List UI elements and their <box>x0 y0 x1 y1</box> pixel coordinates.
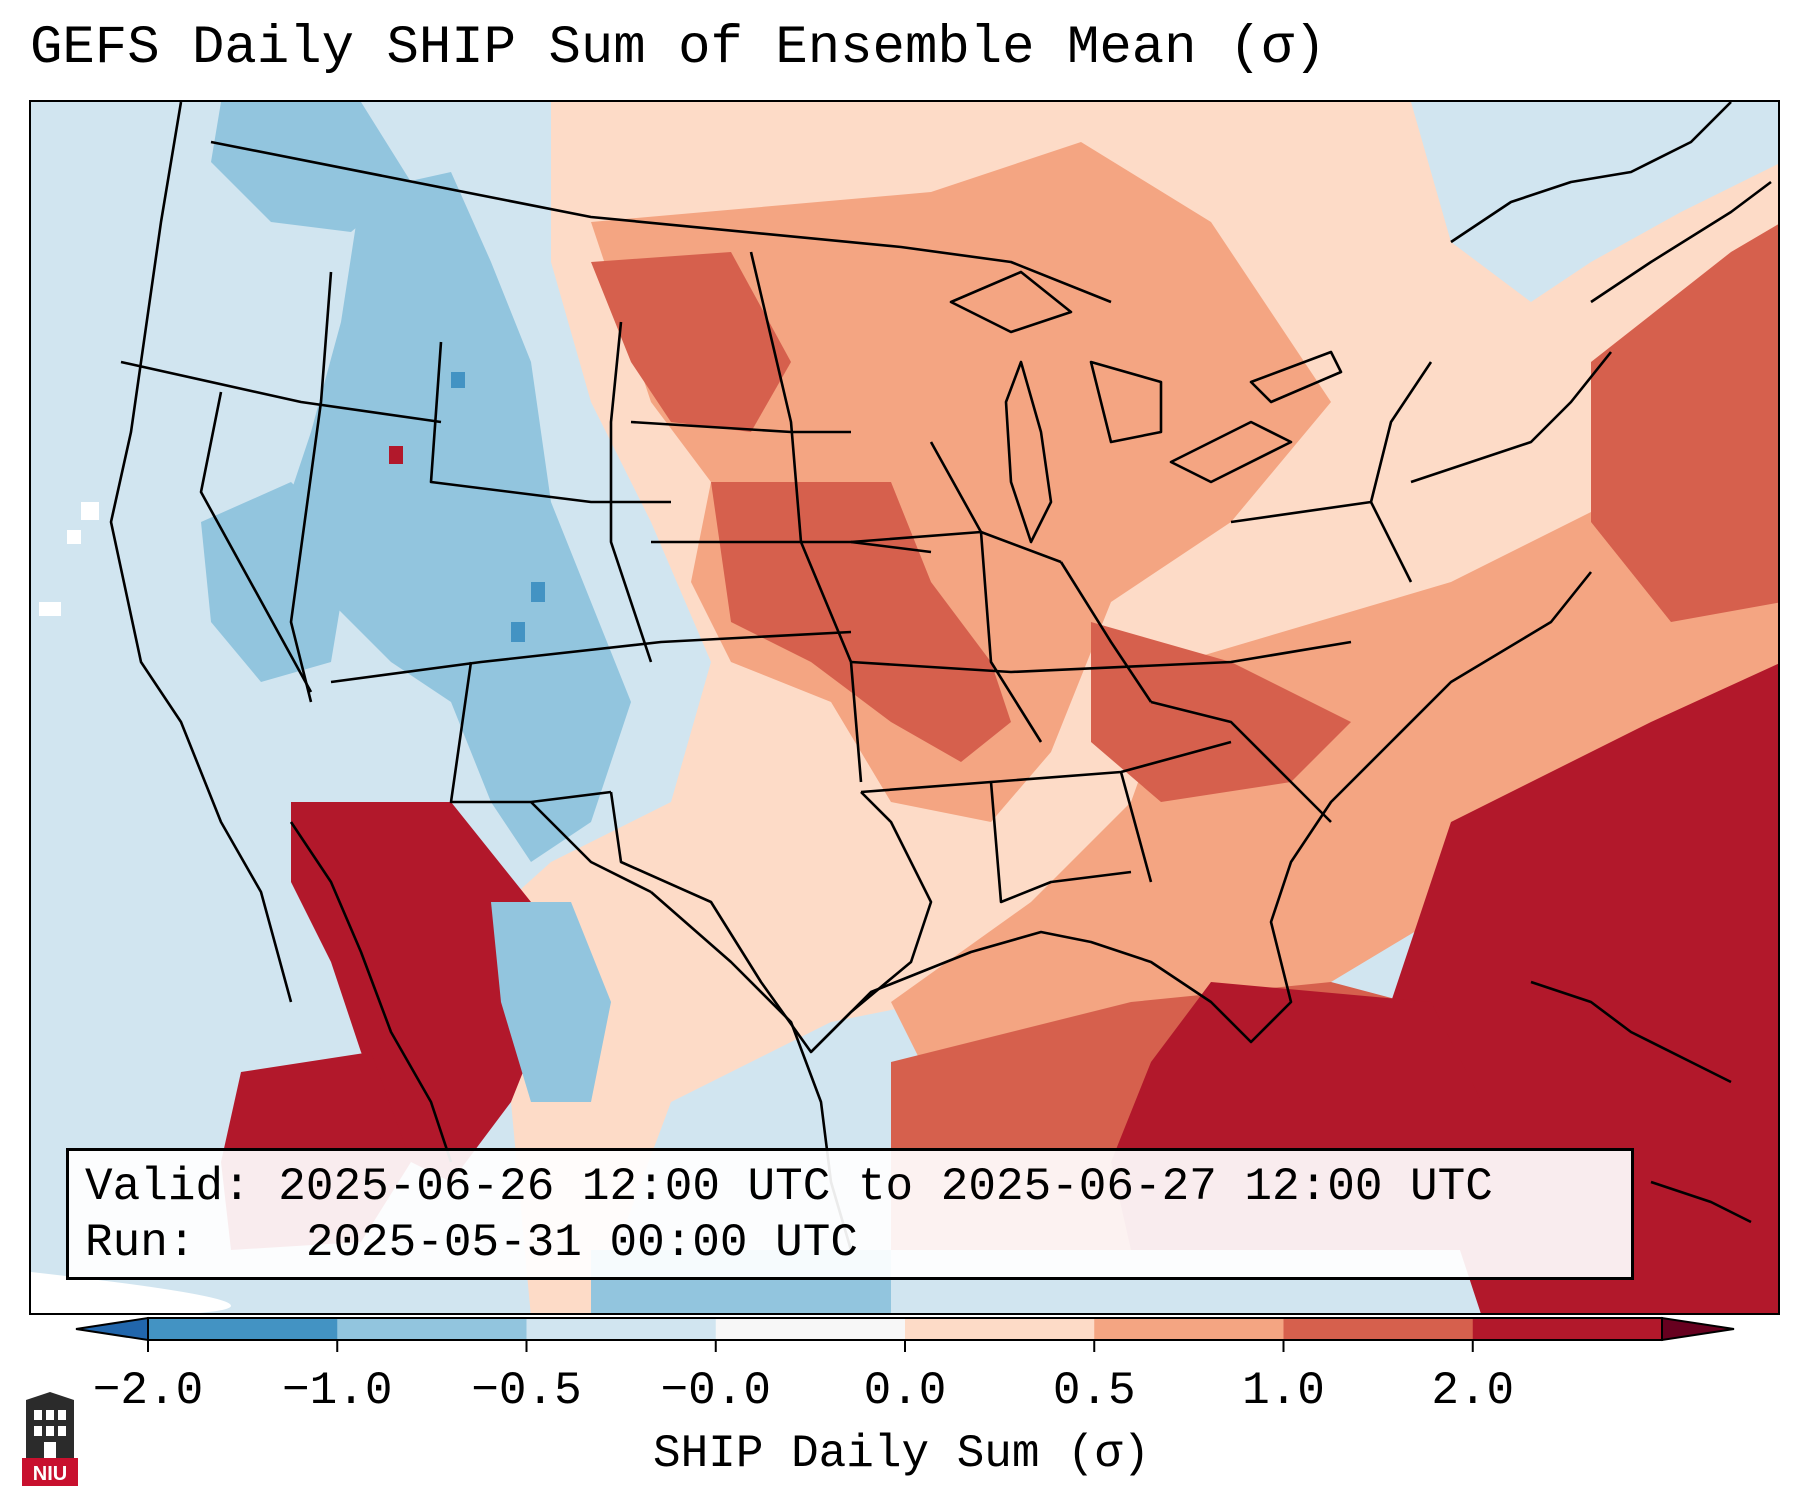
state-line-ks-co <box>609 321 653 663</box>
canada-border-line <box>210 140 1112 304</box>
field-darker-blue-3 <box>451 372 465 388</box>
pacific-island-1 <box>81 502 99 520</box>
lake-erie-outline <box>1169 420 1293 484</box>
state-line-tn-ky <box>850 640 1352 674</box>
state-line-id-nv <box>289 271 333 703</box>
field-darker-blue-1 <box>531 582 545 602</box>
lake-ontario-outline <box>1249 350 1343 404</box>
maine-coast-line <box>1590 180 1772 304</box>
state-line-nv-ca <box>199 391 313 693</box>
colorbar-segment <box>1283 1318 1474 1340</box>
cuba-outline <box>1530 980 1732 1084</box>
field-blue-great-basin <box>201 482 351 682</box>
state-line-mn-ia-mo <box>749 251 863 783</box>
field-blue-rockies <box>281 172 631 862</box>
field-blue-northwest <box>211 102 411 232</box>
state-line-co-nm <box>330 630 852 684</box>
lake-michigan-outline <box>1004 360 1053 544</box>
valid-label: Valid: <box>85 1161 251 1213</box>
field-medium-red <box>591 142 1331 822</box>
colorbar-segment <box>337 1318 527 1340</box>
state-line-al-ga <box>860 740 1232 794</box>
ne-coast-line <box>1410 351 1613 484</box>
colorbar-segment <box>905 1318 1095 1340</box>
colorbar <box>75 1316 1735 1352</box>
texas-panhandle-line <box>530 801 652 894</box>
logo-text: NIU <box>33 1463 67 1485</box>
colorbar-tick-label: 0.0 <box>863 1365 947 1417</box>
colorbar-segment <box>715 1318 906 1340</box>
state-line-or-id <box>120 360 442 424</box>
valid-value: 2025-06-26 12:00 UTC to 2025-06-27 12:00… <box>278 1161 1493 1213</box>
field-red-north-plains <box>591 252 791 432</box>
field-red-ohio-valley <box>1091 622 1351 802</box>
baja-line <box>289 821 453 1163</box>
state-line-mississippi <box>929 441 1043 743</box>
colorbar-tick-label: 1.0 <box>1242 1365 1325 1417</box>
run-value: 2025-05-31 00:00 UTC <box>305 1217 858 1269</box>
colorbar-tick-label: 2.0 <box>1431 1365 1515 1417</box>
colorbar-tick-label: −0.0 <box>660 1365 771 1417</box>
field-blue-mexico <box>491 902 611 1102</box>
colorbar-segment <box>1472 1318 1663 1340</box>
colorbar-tick-label: −0.5 <box>471 1365 582 1417</box>
state-line-in <box>1059 561 1153 703</box>
field-red-central <box>711 482 1011 762</box>
state-line-al-ga-2 <box>1119 771 1153 883</box>
colorbar-label: SHIP Daily Sum (σ) <box>653 1428 1150 1480</box>
state-line-wy <box>429 341 671 504</box>
colorbar-tick-label: 0.5 <box>1052 1365 1136 1417</box>
state-line-sc <box>1150 700 1332 823</box>
gulf-atlantic-coast-line <box>810 571 1593 1053</box>
field-red-northeast <box>1591 224 1778 622</box>
colorbar-under-extend <box>75 1316 149 1342</box>
colorbar-segment <box>526 1318 717 1340</box>
ship-anomaly-map <box>31 102 1778 1313</box>
run-label: Run: <box>85 1217 196 1269</box>
field-red-pixel-utah <box>389 446 403 464</box>
boundary-lines <box>109 102 1772 1251</box>
state-line-ms-al <box>989 781 1132 904</box>
colorbar-tick-label: −2.0 <box>92 1365 204 1417</box>
colorbar-segment <box>1094 1318 1284 1340</box>
map-title: GEFS Daily SHIP Sum of Ensemble Mean (σ) <box>30 18 1327 79</box>
colorbar-tick-label: −1.0 <box>282 1365 393 1417</box>
pacific-island-2 <box>67 530 81 544</box>
pacific-island-3 <box>39 602 61 616</box>
state-line-ny <box>1369 361 1433 503</box>
projection-edge <box>31 1272 231 1313</box>
field-darker-blue-2 <box>511 622 525 642</box>
validity-info-box: Valid: 2025-06-26 12:00 UTC to 2025-06-2… <box>66 1148 1634 1280</box>
lake-huron-outline <box>1089 360 1163 444</box>
niu-logo-icon: NIU <box>22 1392 78 1486</box>
state-line-nm <box>449 661 612 804</box>
colorbar-segment <box>148 1318 338 1340</box>
lake-superior-outline <box>949 270 1073 334</box>
field-dark-red-mexico <box>291 802 551 1182</box>
colorbar-over-extend <box>1661 1316 1735 1342</box>
hispaniola-outline <box>1650 1180 1752 1224</box>
field-medium-red-east <box>891 404 1778 1082</box>
map-panel[interactable] <box>29 100 1780 1315</box>
st-lawrence-line <box>1450 102 1732 244</box>
west-coast-line <box>109 102 293 1003</box>
